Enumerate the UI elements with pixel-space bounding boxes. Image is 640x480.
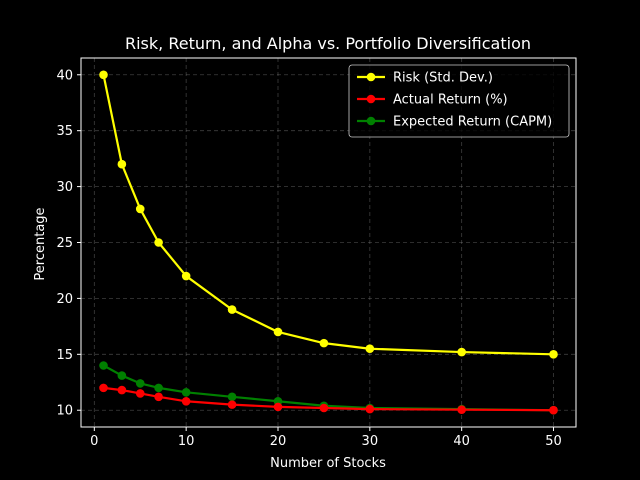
x-tick-label: 20: [270, 434, 287, 449]
y-tick-label: 35: [56, 124, 73, 139]
y-tick-label: 25: [56, 236, 73, 251]
x-tick-label: 40: [453, 434, 470, 449]
legend-label: Risk (Std. Dev.): [393, 71, 493, 86]
x-tick-label: 10: [178, 434, 195, 449]
legend-marker: [366, 72, 376, 82]
data-point: [154, 383, 163, 393]
data-point: [549, 350, 558, 359]
data-point: [135, 379, 145, 388]
data-point: [99, 361, 108, 370]
y-axis-label: Percentage: [33, 207, 48, 280]
data-point: [135, 389, 145, 398]
data-point: [135, 204, 145, 214]
data-point: [154, 392, 163, 402]
chart-title: Risk, Return, and Alpha vs. Portfolio Di…: [125, 34, 531, 53]
data-point: [457, 405, 466, 414]
x-tick-label: 30: [362, 434, 379, 449]
data-point: [273, 327, 283, 337]
data-point: [227, 400, 237, 409]
x-axis-label: Number of Stocks: [270, 456, 386, 471]
data-point: [117, 371, 127, 380]
legend-marker: [366, 116, 376, 126]
data-point: [181, 388, 191, 397]
x-tick-label: 0: [90, 434, 98, 449]
data-point: [549, 405, 558, 415]
x-tick-label: 50: [545, 434, 562, 449]
data-point: [319, 338, 329, 348]
data-point: [227, 392, 237, 402]
data-point: [181, 271, 191, 281]
data-point: [319, 403, 329, 413]
legend-label: Actual Return (%): [393, 93, 508, 108]
y-tick-label: 20: [56, 292, 73, 307]
data-point: [99, 70, 108, 80]
legend-box: [348, 64, 570, 138]
y-tick-label: 15: [56, 348, 73, 363]
legend-marker: [366, 94, 376, 104]
data-point: [227, 305, 237, 314]
data-point: [117, 385, 127, 395]
legend-label: Expected Return (CAPM): [393, 115, 552, 130]
data-point: [181, 396, 191, 406]
data-point: [117, 159, 127, 169]
data-point: [273, 402, 283, 412]
data-point: [99, 383, 108, 393]
data-point: [457, 347, 466, 357]
y-tick-label: 30: [56, 180, 73, 195]
data-point: [365, 344, 375, 354]
y-tick-label: 40: [56, 68, 73, 83]
y-tick-label: 10: [56, 404, 73, 419]
data-point: [365, 404, 375, 414]
data-point: [154, 238, 163, 247]
